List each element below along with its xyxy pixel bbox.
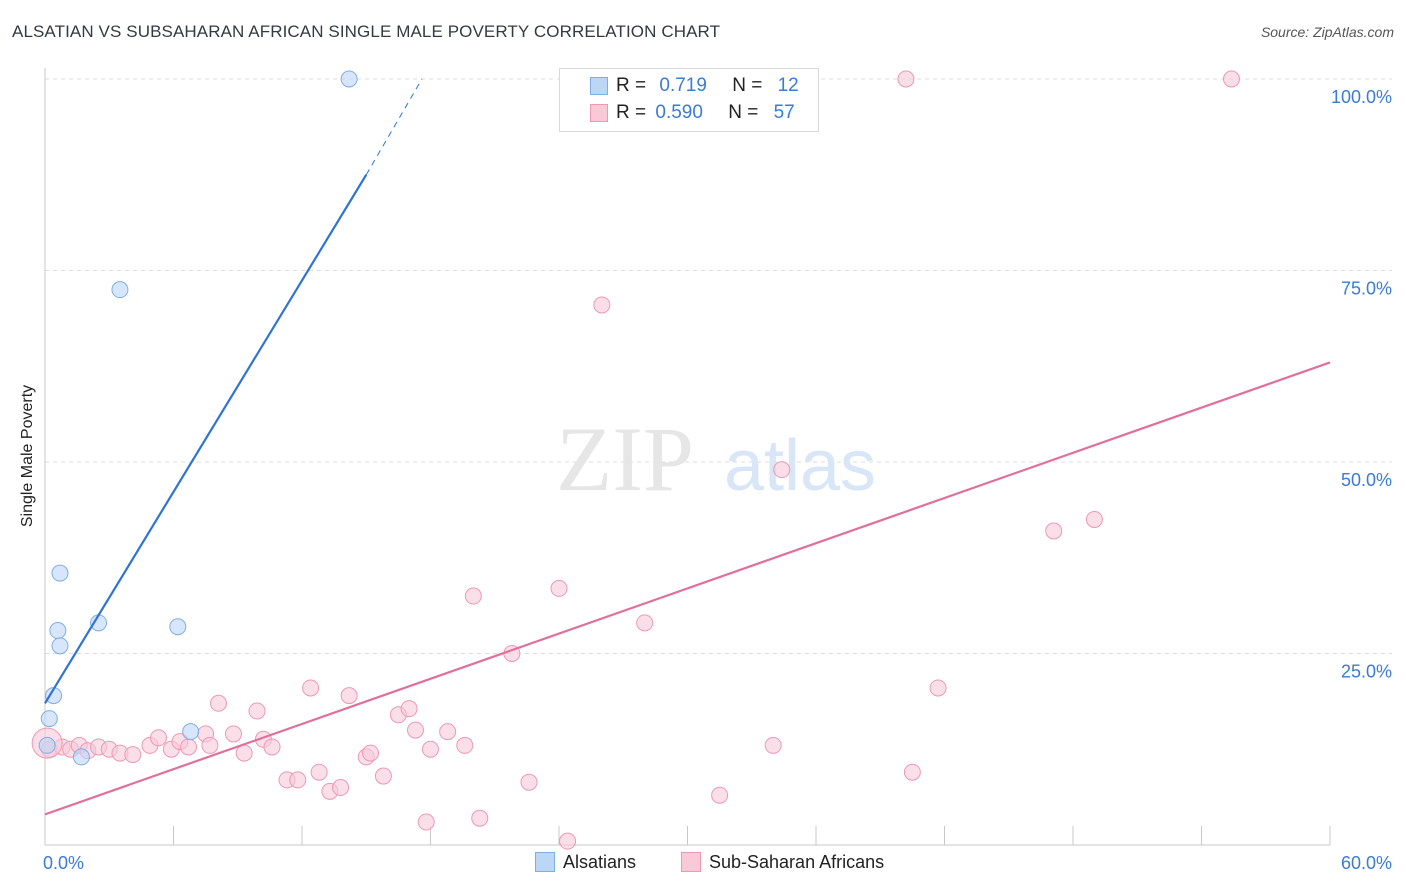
stats-row-ssa: R = 0.590 N = 57	[590, 102, 795, 126]
ssa-point	[362, 744, 380, 762]
ssa-point	[289, 771, 307, 789]
ssa-point	[400, 700, 418, 718]
n-label: N =	[732, 75, 763, 96]
ssa-point	[711, 786, 729, 804]
alsatians-point	[340, 70, 358, 88]
y-tick-label: 25.0%	[1341, 662, 1392, 682]
ssa-point	[179, 738, 197, 756]
data-points	[31, 70, 1240, 850]
n-label: N =	[728, 102, 759, 123]
ssa-point	[929, 679, 947, 697]
ssa-point	[897, 70, 915, 88]
ssa-point	[764, 736, 782, 754]
ssa-point	[471, 809, 489, 827]
ssa-legend-swatch	[681, 852, 701, 872]
ssa-point	[235, 744, 253, 762]
x-tick-label-min: 0.0%	[43, 853, 84, 873]
legend-label: Sub-Saharan Africans	[709, 852, 885, 872]
ssa-point	[150, 729, 168, 747]
ssa-point	[559, 832, 577, 850]
legend-label: Alsatians	[563, 852, 637, 872]
r-label: R =	[616, 75, 647, 96]
ssa-point	[464, 587, 482, 605]
ssa-point	[550, 579, 568, 597]
legend-item-ssa[interactable]: Sub-Saharan Africans	[681, 852, 884, 873]
y-tick-label: 50.0%	[1341, 470, 1392, 490]
ssa-point	[263, 738, 281, 756]
y-tick-label: 75.0%	[1341, 279, 1392, 299]
ssa-point	[439, 723, 457, 741]
ssa-point	[422, 740, 439, 758]
y-tick-label: 100.0%	[1331, 87, 1392, 107]
ssa-point	[340, 687, 358, 705]
alsatians-point	[72, 748, 90, 766]
ssa-point	[636, 614, 654, 632]
alsatians-swatch	[590, 77, 608, 95]
ssa-point	[1045, 522, 1063, 540]
r-value: 0.590	[655, 102, 703, 123]
ssa-point	[248, 702, 266, 720]
ssa-point	[224, 725, 242, 743]
ssa-point	[124, 746, 142, 764]
legend-item-alsatians[interactable]: Alsatians	[535, 852, 636, 873]
ssa-point	[201, 736, 219, 754]
ssa-swatch	[590, 104, 608, 122]
alsatians-point	[169, 618, 187, 636]
series-legend: Alsatians Sub-Saharan Africans	[0, 852, 1406, 876]
chart-title: ALSATIAN VS SUBSAHARAN AFRICAN SINGLE MA…	[12, 22, 721, 41]
alsatians-point	[51, 637, 69, 655]
ssa-point	[593, 296, 611, 314]
stats-row-alsatians: R = 0.719 N = 12	[590, 75, 799, 99]
n-value: 12	[777, 75, 799, 96]
ssa-point	[456, 736, 474, 754]
alsatians-point	[40, 710, 58, 728]
alsatians-trend-extension	[365, 78, 423, 176]
ssa-point	[374, 767, 392, 785]
watermark-atlas: atlas	[724, 426, 876, 506]
ssa-point	[332, 779, 350, 797]
ssa-point	[302, 679, 320, 697]
alsatians-point	[49, 622, 67, 640]
source-label: Source: ZipAtlas.com	[1260, 24, 1394, 40]
alsatians-point	[51, 564, 69, 582]
grid-lines	[45, 78, 1392, 654]
stats-legend: R = 0.719 N = 12 R = 0.590 N = 57	[559, 68, 819, 132]
x-tick-label-max: 60.0%	[1341, 853, 1392, 873]
alsatians-trend-line	[44, 174, 368, 704]
ssa-point	[1085, 510, 1103, 528]
n-value: 57	[773, 102, 795, 123]
ssa-point	[520, 773, 538, 791]
alsatians-point	[182, 723, 200, 741]
r-value: 0.719	[659, 75, 707, 96]
alsatians-legend-swatch	[535, 852, 555, 872]
r-label: R =	[616, 102, 647, 123]
ssa-point	[903, 763, 921, 781]
ssa-trend-line	[44, 361, 1331, 816]
ssa-point	[417, 813, 435, 831]
ssa-point	[209, 694, 227, 712]
ssa-point	[773, 461, 791, 479]
trend-lines	[44, 78, 1331, 816]
ssa-point	[407, 721, 425, 739]
alsatians-point	[38, 736, 56, 754]
watermark: ZIP atlas	[556, 408, 876, 510]
tick-labels: 25.0% 50.0% 75.0% 100.0% 0.0% 60.0%	[43, 87, 1392, 873]
ssa-point	[1222, 70, 1240, 88]
watermark-zip: ZIP	[556, 408, 694, 510]
ssa-point	[310, 763, 328, 781]
alsatians-point	[111, 281, 129, 299]
